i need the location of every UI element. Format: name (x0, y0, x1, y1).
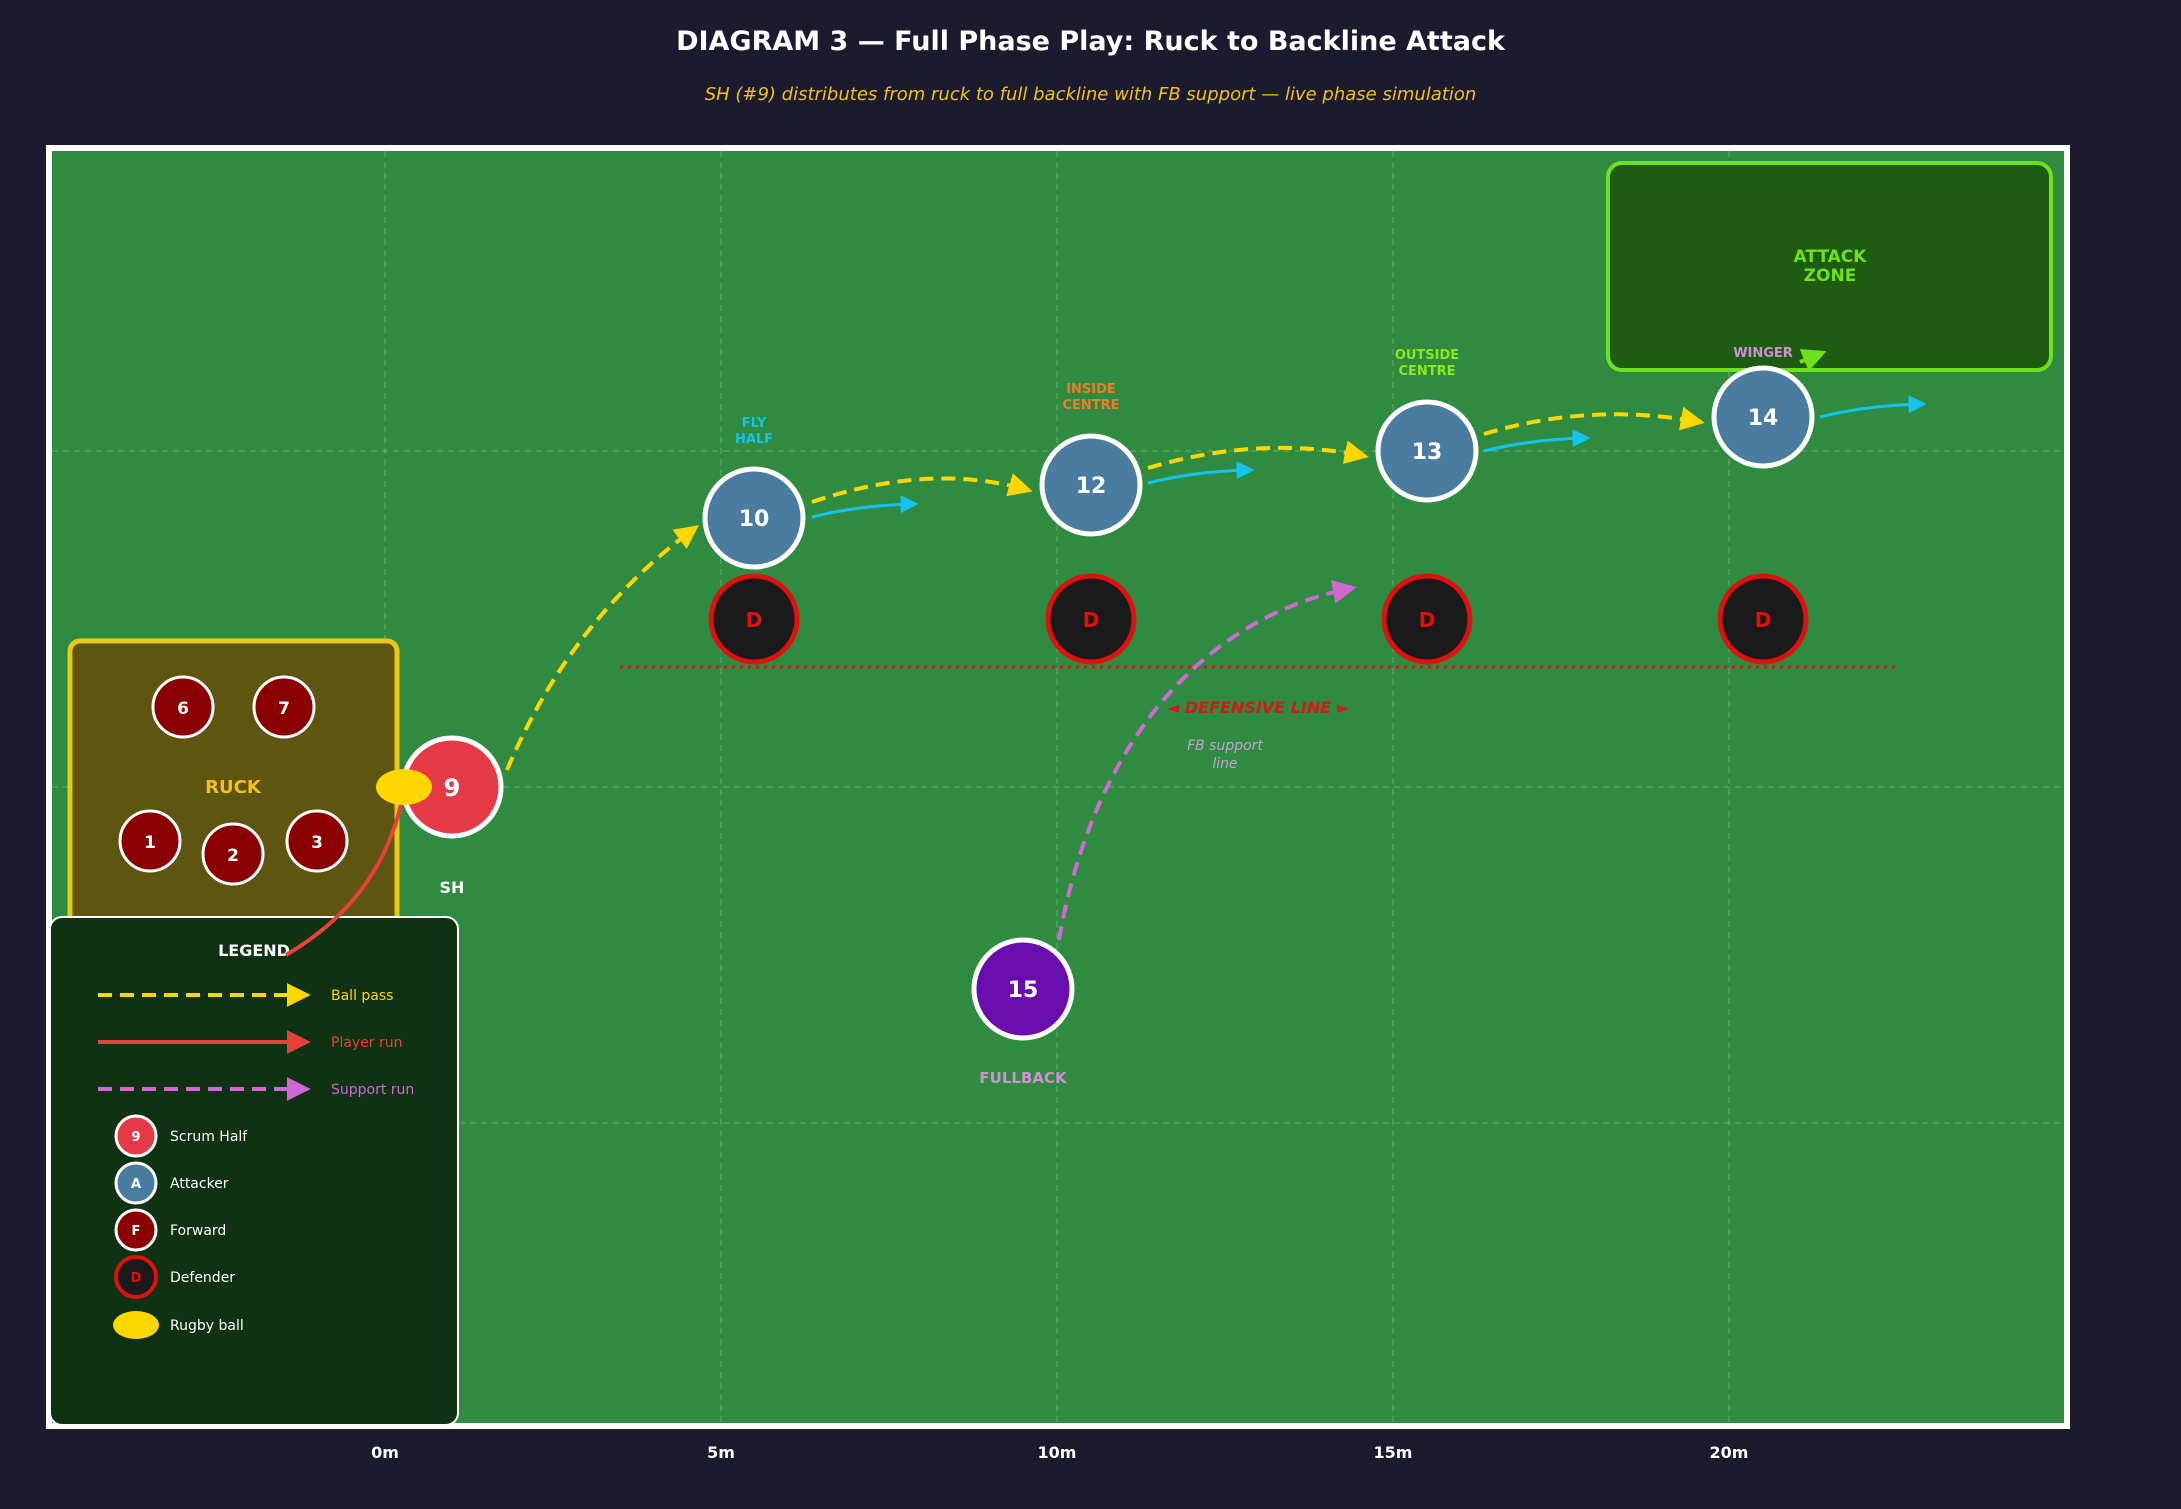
legend-label: Player run (331, 1035, 403, 1051)
legend-item-forward: F Forward (114, 1208, 226, 1252)
defender-label: D (1755, 608, 1772, 632)
defender-1: D (708, 573, 800, 665)
x-axis-label: 0m (371, 1443, 399, 1462)
attacker-role-line-1: INSIDE (1066, 382, 1116, 397)
forward-number: 6 (177, 699, 189, 719)
legend-item-ball-pass: Ball pass (98, 983, 393, 1007)
defender-2: D (1045, 573, 1137, 665)
legend-symbol: F (132, 1224, 141, 1239)
scrum-half-number: 9 (444, 774, 461, 802)
legend: LEGEND Ball pass Player run Support run … (49, 916, 459, 1426)
forward-1: 1 (118, 809, 182, 873)
fb-support-label-line-1: FB support (1187, 738, 1263, 754)
legend-item-player-run: Player run (98, 1030, 403, 1054)
attacker-run-arrows (811, 395, 1927, 519)
run-arrow-10 (811, 495, 919, 519)
legend-label: Support run (331, 1082, 414, 1098)
pass-10-to-12 (811, 473, 1033, 504)
legend-symbol: D (131, 1271, 142, 1286)
winger-run-arrow (1799, 349, 1827, 372)
legend-label: Rugby ball (170, 1318, 244, 1334)
forward-2: 2 (201, 822, 265, 886)
legend-item-rugby-ball: Rugby ball (113, 1311, 244, 1339)
legend-label: Attacker (170, 1176, 229, 1192)
attacker-13: OUTSIDE CENTRE 13 (1375, 348, 1479, 503)
attack-zone-box (1606, 161, 2053, 372)
x-axis-labels: 0m 5m 10m 15m 20m (371, 1443, 1748, 1462)
fullback-number: 15 (1008, 978, 1039, 1003)
legend-title: LEGEND (218, 941, 290, 960)
legend-item-scrum-half: 9 Scrum Half (114, 1114, 248, 1158)
fullback-support-run (1057, 579, 1357, 941)
attacker-role-line-1: FLY (742, 416, 767, 431)
attacker-12: INSIDE CENTRE 12 (1039, 382, 1143, 537)
attacker-number: 13 (1412, 440, 1443, 465)
defensive-line-label: ◄ DEFENSIVE LINE ► (1167, 698, 1350, 717)
attacker-role-line-2: CENTRE (1062, 398, 1119, 413)
defender-4: D (1717, 573, 1809, 665)
fullback-label: FULLBACK (979, 1069, 1068, 1087)
run-arrow-14 (1819, 395, 1927, 419)
x-axis-label: 10m (1038, 1443, 1077, 1462)
attacker-14: WINGER 14 (1711, 346, 1815, 469)
defender-label: D (1083, 608, 1100, 632)
forward-3: 3 (285, 809, 349, 873)
diagram-title: DIAGRAM 3 — Full Phase Play: Ruck to Bac… (676, 26, 1505, 57)
forward-6: 6 (151, 675, 215, 739)
x-axis-label: 20m (1710, 1443, 1749, 1462)
x-axis-label: 5m (707, 1443, 735, 1462)
legend-symbol: 9 (131, 1130, 140, 1145)
defender-3: D (1381, 573, 1473, 665)
rugby-ball (376, 769, 432, 805)
attack-zone-label-line-1: ATTACK (1794, 247, 1868, 267)
run-arrow-12 (1147, 461, 1255, 485)
defender-label: D (746, 608, 763, 632)
defenders: D D D D (708, 573, 1809, 665)
scrum-half-player-run (284, 799, 404, 957)
legend-label: Scrum Half (170, 1129, 248, 1145)
attacker-number: 12 (1076, 474, 1107, 499)
defender-label: D (1419, 608, 1436, 632)
legend-symbol: A (131, 1177, 141, 1192)
ball-pass-arrows (505, 406, 1705, 771)
fb-support-label-line-2: line (1212, 756, 1237, 772)
forward-number: 7 (278, 699, 290, 719)
legend-label: Forward (170, 1223, 226, 1239)
run-arrow-13 (1483, 429, 1591, 453)
forward-number: 2 (227, 846, 239, 866)
forward-number: 1 (144, 833, 156, 853)
attack-zone: ATTACK ZONE (1606, 161, 2053, 372)
attack-zone-label-line-2: ZONE (1804, 266, 1857, 286)
fullback: 15 FULLBACK (971, 937, 1075, 1087)
diagram-subtitle: SH (#9) distributes from ruck to full ba… (704, 84, 1477, 105)
attacker-role-line-1: OUTSIDE (1395, 348, 1459, 363)
legend-label: Ball pass (331, 988, 393, 1004)
legend-item-defender: D Defender (114, 1255, 235, 1299)
ruck-label: RUCK (205, 777, 262, 798)
attacker-role-line-2: WINGER (1733, 346, 1793, 361)
scrum-half-label: SH (440, 878, 465, 897)
ruck: RUCK 6 7 1 2 3 (67, 638, 400, 938)
legend-item-support-run: Support run (98, 1077, 414, 1101)
attackers: FLY HALF 10 INSIDE CENTRE 12 OUTSIDE CEN… (702, 346, 1815, 570)
attacker-role-line-2: CENTRE (1398, 364, 1455, 379)
legend-item-attacker: A Attacker (114, 1161, 229, 1205)
legend-label: Defender (170, 1270, 235, 1286)
forward-7: 7 (252, 675, 316, 739)
forward-number: 3 (311, 833, 323, 853)
pass-12-to-13 (1147, 440, 1369, 470)
pass-13-to-14 (1483, 406, 1705, 436)
attacker-number: 14 (1748, 406, 1779, 431)
attacker-number: 10 (739, 507, 770, 532)
attacker-10: FLY HALF 10 (702, 416, 806, 570)
pass-9-to-10 (505, 525, 699, 771)
x-axis-label: 15m (1374, 1443, 1413, 1462)
attacker-role-line-2: HALF (735, 432, 773, 447)
